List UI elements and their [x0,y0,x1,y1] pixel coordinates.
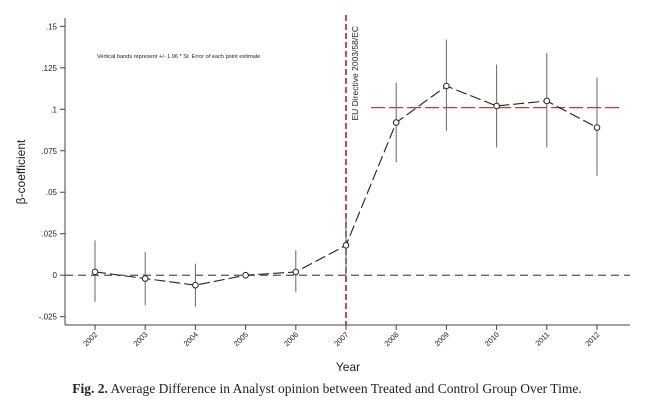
x-tick-label: 2009 [433,330,451,348]
data-point [543,97,551,105]
data-point [242,271,249,279]
x-tick-label: 2003 [131,330,149,348]
data-point [342,242,350,249]
y-tick-label: .05 [46,188,58,197]
data-point [443,82,450,90]
x-tick-label: 2002 [81,330,99,348]
data-point [192,281,199,289]
y-tick-label: 0 [53,271,58,280]
x-tick-label: 2005 [232,330,250,348]
y-tick-label: .075 [41,147,57,156]
x-tick-label: 2008 [382,330,400,348]
x-tick-label: 2011 [533,330,551,348]
y-tick-label: .1 [50,105,57,114]
y-tick-label: .15 [46,22,58,31]
x-tick-label: 2006 [282,330,300,348]
y-tick-label: -.025 [39,313,58,322]
y-tick-label: .025 [41,230,57,239]
data-point [141,275,149,282]
x-tick-label: 2004 [182,330,200,348]
data-point [392,119,400,126]
x-axis-label: Year [336,360,360,374]
x-axis: 2002 2003 2004 2005 2006 2007 2008 2009 2010 2011… [81,325,601,348]
plot-frame [64,18,630,326]
data-point [493,102,500,110]
x-tick-label: 2012 [583,330,601,348]
x-tick-label: 2010 [483,330,501,348]
caption-text: Average Difference in Analyst opinion be… [110,381,582,396]
y-axis: -.025 0 .025 .05 .075 .1 .125 .15 [39,22,65,322]
data-point [292,268,300,276]
data-points [91,82,601,289]
event-label: EU Directive 2003/58/EC [350,26,360,121]
caption-label: Fig. 2. [72,381,108,396]
data-point [593,124,601,131]
x-tick-label: 2007 [332,330,350,348]
y-axis-label: β-coefficient [14,139,28,204]
y-tick-label: .125 [41,64,57,73]
data-point [91,268,99,276]
annotation-note: Vertical bands represent +/- 1.96 * St. … [97,54,260,60]
figure-caption: Fig. 2. Average Difference in Analyst op… [0,381,654,397]
